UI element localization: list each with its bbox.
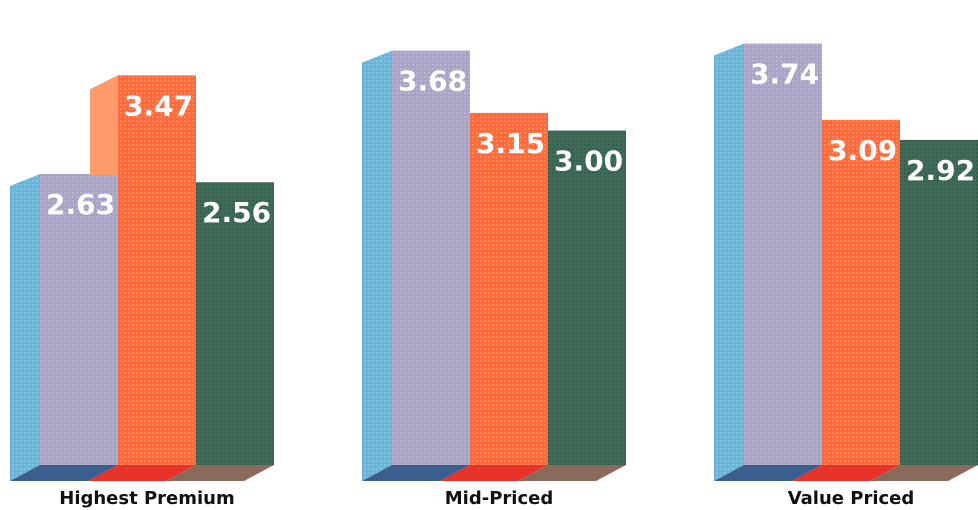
- bar-floor: [10, 465, 118, 481]
- bar-floor: [792, 465, 900, 481]
- bar-texture: [744, 43, 822, 466]
- value-label: 3.68: [398, 65, 467, 98]
- category-label: Value Priced: [788, 488, 915, 509]
- bar-floor: [518, 465, 626, 481]
- bar-texture: [900, 139, 978, 465]
- bar-texture: [822, 119, 900, 466]
- category-label: Mid-Priced: [445, 488, 553, 509]
- value-label: 2.92: [906, 154, 975, 187]
- bar-texture: [196, 182, 274, 465]
- value-label: 3.15: [476, 127, 545, 160]
- bar-texture: [40, 173, 118, 465]
- bar-side-texture: [362, 50, 392, 481]
- bar-floor: [88, 465, 196, 481]
- bar-texture: [118, 75, 196, 466]
- bar-floor: [714, 465, 822, 481]
- bar-side-texture: [714, 43, 744, 482]
- bar-side-texture: [10, 173, 40, 481]
- bar-floor: [870, 465, 978, 481]
- value-label: 2.56: [202, 196, 271, 229]
- value-label: 2.63: [46, 188, 115, 221]
- value-label: 3.47: [124, 89, 193, 122]
- bar-floor: [440, 465, 548, 481]
- category-label: Highest Premium: [59, 488, 235, 509]
- bar-floor: [166, 465, 274, 481]
- value-label: 3.00: [554, 145, 623, 178]
- bar-texture: [470, 112, 548, 465]
- bar-bevel: [90, 75, 118, 176]
- bar-texture: [548, 130, 626, 465]
- value-label: 3.09: [828, 134, 897, 167]
- value-label: 3.74: [750, 58, 819, 91]
- bar-floor: [362, 465, 470, 481]
- bar-texture: [392, 50, 470, 465]
